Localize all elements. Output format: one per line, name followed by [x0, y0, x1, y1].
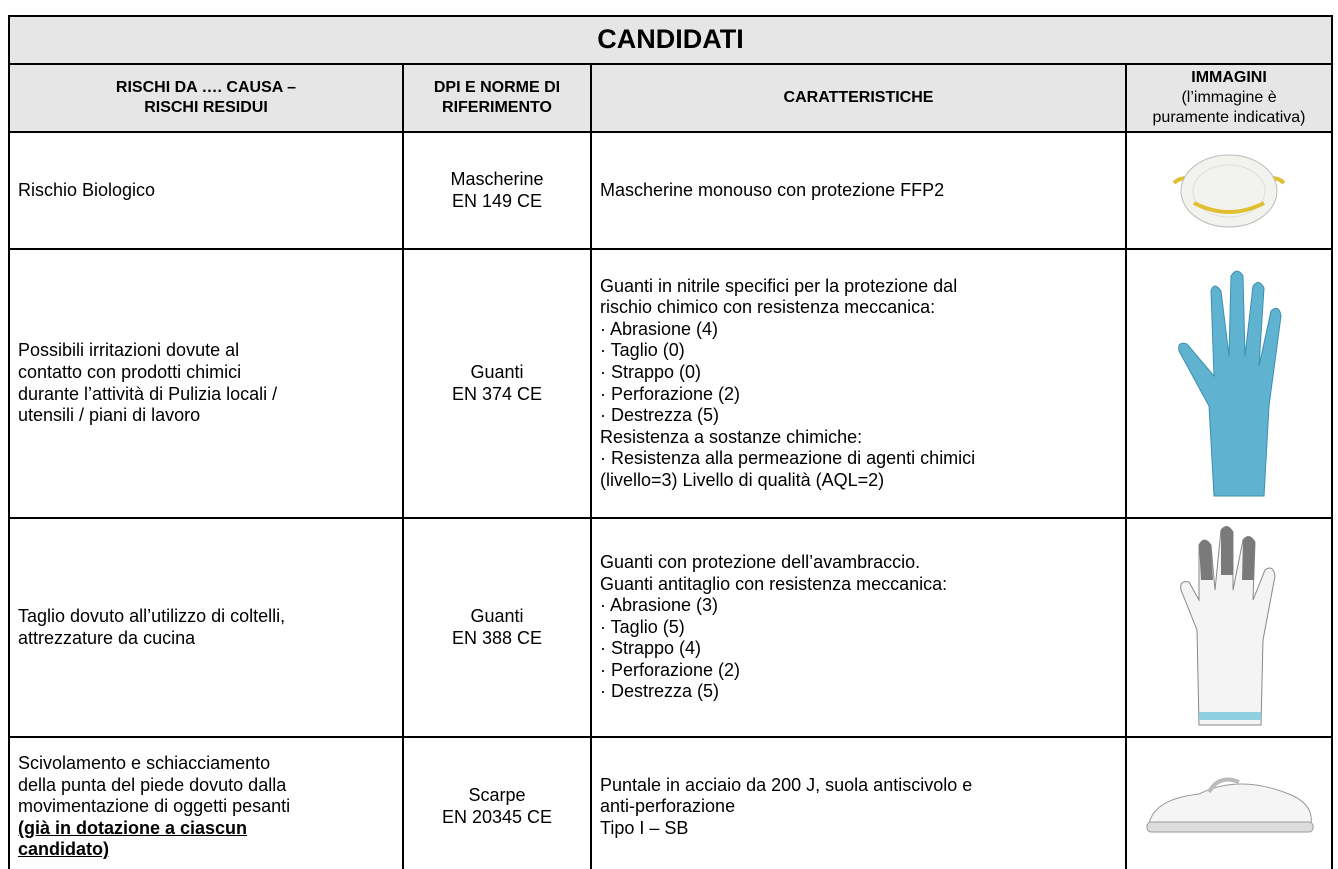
cut-glove-image — [1180, 525, 1276, 726]
text-line: · Perforazione (2) — [600, 659, 741, 680]
text-line: contatto con prodotti chimici — [18, 361, 242, 382]
table-title: CANDIDATI — [7, 15, 1334, 65]
text-line: RISCHI RESIDUI — [144, 99, 268, 116]
text-line: · Destrezza (5) — [600, 405, 720, 426]
risk-note: (già in dotazione a ciascun candidato) — [18, 818, 394, 861]
dpi-table: CANDIDATI RISCHI DA …. CAUSA – RISCHI RES… — [7, 15, 1334, 869]
text-line: movimentazione di oggetti pesanti — [18, 796, 291, 817]
header-cell: RISCHI DA …. CAUSA – RISCHI RESIDUI — [8, 63, 404, 133]
text-line: · Taglio (5) — [600, 616, 685, 637]
text-line: Resistenza a sostanze chimiche: — [600, 426, 863, 447]
header-cell: CARATTERISTICHE — [590, 63, 1127, 133]
text-line: Scarpe — [468, 785, 526, 806]
text-line: Puntale in acciaio da 200 J, suola antis… — [600, 774, 973, 795]
text-line: puramente indicativa) — [1152, 109, 1306, 126]
risk-cell: Possibili irritazioni dovute al contatto … — [8, 248, 404, 519]
image-cell — [1124, 736, 1334, 869]
text-line: Scivolamento e schiacciamento — [18, 753, 271, 774]
text-line: (già in dotazione a ciascun — [18, 817, 248, 838]
header-row: RISCHI DA …. CAUSA – RISCHI RESIDUI DPI E… — [8, 63, 1334, 133]
text-line: Guanti — [470, 605, 524, 626]
blue-glove-image — [1178, 270, 1282, 497]
text-line: Mascherine — [450, 168, 544, 189]
text-line: Taglio dovuto all’utilizzo di coltelli, — [18, 605, 286, 626]
text-line: Possibili irritazioni dovute al — [18, 340, 240, 361]
image-cell — [1124, 248, 1334, 519]
text-line: anti-perforazione — [600, 796, 736, 817]
text-line: attrezzature da cucina — [18, 627, 196, 648]
row: Taglio dovuto all’utilizzo di coltelli, a… — [8, 517, 1334, 738]
text-line: · Perforazione (2) — [600, 383, 741, 404]
text-line: utensili / piani di lavoro — [18, 405, 201, 426]
dpi-cell: Guanti EN 374 CE — [402, 248, 592, 519]
text-line: · Resistenza alla permeazione di agenti … — [600, 448, 976, 469]
text-line: durante l’attività di Pulizia locali / — [18, 383, 278, 404]
text-line: · Abrasione (4) — [600, 318, 719, 339]
features-cell: Guanti con protezione dell’avambraccio. G… — [590, 517, 1127, 738]
text-line: EN 374 CE — [451, 383, 543, 404]
risk-text: Scivolamento e schiacciamento della punta… — [18, 753, 394, 818]
header-note: (l’immagine è puramente indicativa) — [1127, 88, 1331, 128]
risk-cell: Rischio Biologico — [8, 131, 404, 250]
text-line: EN 388 CE — [451, 627, 543, 648]
image-cell — [1124, 517, 1334, 738]
text-line: Guanti con protezione dell’avambraccio. — [600, 551, 921, 572]
text-line: Guanti in nitrile specifici per la prote… — [600, 275, 958, 296]
risk-cell: Taglio dovuto all’utilizzo di coltelli, a… — [8, 517, 404, 738]
header-title: IMMAGINI — [1127, 68, 1331, 88]
text-line: della punta del piede dovuto dalla — [18, 774, 287, 795]
text-line: · Strappo (4) — [600, 638, 702, 659]
text-line: EN 149 CE — [451, 190, 543, 211]
risk-cell: Scivolamento e schiacciamento della punta… — [8, 736, 404, 869]
text-line: candidato) — [18, 839, 110, 860]
shoe-image — [1146, 777, 1314, 833]
text-line: (livello=3) Livello di qualità (AQL=2) — [600, 469, 885, 490]
text-line: Tipo I – SB — [600, 817, 689, 838]
text-line: Rischio Biologico — [18, 179, 156, 200]
features-cell: Guanti in nitrile specifici per la prote… — [590, 248, 1127, 519]
row: Scivolamento e schiacciamento della punta… — [8, 736, 1334, 869]
text-line: EN 20345 CE — [441, 807, 553, 827]
text-line: · Strappo (0) — [600, 361, 702, 382]
text-line: RIFERIMENTO — [442, 99, 552, 116]
row: Rischio Biologico Mascherine EN 149 CE Ma… — [8, 131, 1334, 250]
image-cell — [1124, 131, 1334, 250]
text-line: RISCHI DA …. CAUSA – — [115, 79, 297, 96]
text-line: (l’immagine è — [1181, 89, 1277, 106]
header-cell: DPI E NORME DI RIFERIMENTO — [402, 63, 592, 133]
text-line: rischio chimico con resistenza meccanica… — [600, 297, 936, 318]
row: Possibili irritazioni dovute al contatto … — [8, 248, 1334, 519]
features-cell: Puntale in acciaio da 200 J, suola antis… — [590, 736, 1127, 869]
header-cell: IMMAGINI (l’immagine è puramente indicati… — [1124, 63, 1334, 133]
features-cell: Mascherine monouso con protezione FFP2 — [590, 131, 1127, 250]
text-line: · Destrezza (5) — [600, 681, 720, 702]
dpi-cell: Scarpe EN 20345 CE — [402, 736, 592, 869]
text-line: DPI E NORME DI — [433, 79, 561, 96]
text-line: CARATTERISTICHE — [783, 89, 934, 106]
dpi-cell: Guanti EN 388 CE — [402, 517, 592, 738]
text-line: · Abrasione (3) — [600, 595, 719, 616]
title-row: CANDIDATI — [7, 15, 1334, 65]
text-line: Guanti — [470, 361, 524, 382]
dpi-cell: Mascherine EN 149 CE — [402, 131, 592, 250]
text-line: Guanti antitaglio con resistenza meccani… — [600, 573, 948, 594]
mask-image — [1172, 154, 1286, 228]
text-line: · Taglio (0) — [600, 340, 685, 361]
text-line: IMMAGINI — [1191, 69, 1267, 86]
text-line: Mascherine monouso con protezione FFP2 — [600, 179, 945, 200]
